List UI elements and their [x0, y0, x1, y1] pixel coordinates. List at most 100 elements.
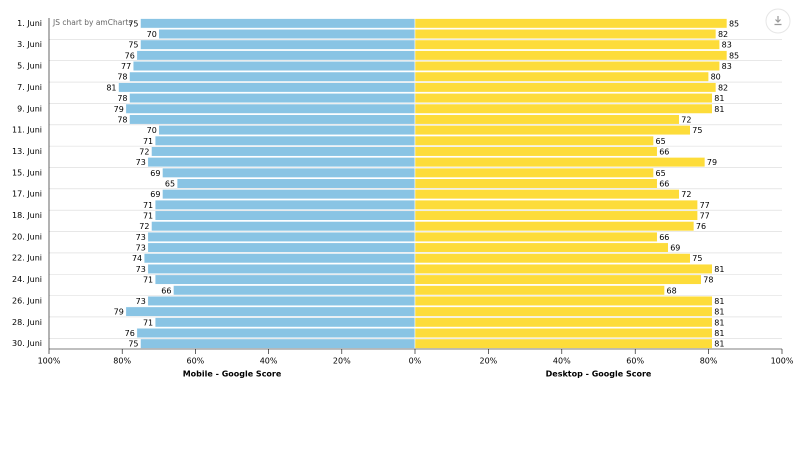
data-label: 69 [150, 169, 160, 178]
data-label: 79 [707, 158, 717, 167]
bar [158, 125, 416, 136]
data-label: 75 [128, 41, 138, 50]
x-tick-label: 80% [113, 357, 131, 366]
data-label: 85 [729, 51, 739, 60]
bar [414, 317, 713, 328]
bar [414, 231, 658, 242]
bar [414, 295, 713, 306]
axis-title: Desktop - Google Score [546, 370, 652, 379]
y-tick-label: 17. Juni [12, 190, 42, 199]
data-label: 71 [143, 318, 153, 327]
y-tick-label: 18. Juni [12, 211, 42, 220]
bar [136, 327, 416, 338]
bar [414, 285, 665, 296]
x-tick-label: 60% [626, 357, 644, 366]
bar [414, 18, 728, 29]
bar [414, 50, 728, 61]
bar [147, 295, 416, 306]
data-label: 76 [125, 51, 135, 60]
bar [414, 146, 658, 157]
bar [154, 274, 416, 285]
bar [414, 82, 717, 93]
download-icon[interactable] [774, 16, 782, 26]
y-tick-label: 5. Juni [17, 62, 42, 71]
bar [151, 146, 416, 157]
data-label: 82 [718, 30, 728, 39]
bar [118, 82, 416, 93]
bar [129, 93, 416, 104]
data-label: 78 [117, 115, 127, 124]
bar [147, 263, 416, 274]
data-label: 71 [143, 276, 153, 285]
data-label: 71 [143, 137, 153, 146]
bar [147, 157, 416, 168]
axis-title: Mobile - Google Score [183, 370, 282, 379]
y-tick-label: 26. Juni [12, 296, 42, 305]
data-label: 80 [711, 73, 721, 82]
bar [414, 274, 702, 285]
x-tick-label: 40% [260, 357, 278, 366]
x-tick-label: 100% [771, 357, 794, 366]
bar [147, 231, 416, 242]
data-label: 68 [667, 286, 677, 295]
data-label: 81 [714, 308, 724, 317]
x-tick-label: 80% [700, 357, 718, 366]
bar [414, 167, 654, 178]
data-label: 72 [681, 115, 691, 124]
y-tick-label: 30. Juni [12, 339, 42, 348]
x-tick-label: 40% [553, 357, 571, 366]
data-label: 65 [165, 180, 175, 189]
bar [414, 327, 713, 338]
bar [162, 189, 416, 200]
x-tick-label: 20% [333, 357, 351, 366]
bar [414, 157, 706, 168]
data-label: 81 [714, 297, 724, 306]
y-tick-label: 9. Juni [17, 104, 42, 113]
data-label: 81 [714, 105, 724, 114]
bar [125, 103, 416, 114]
bar [129, 114, 416, 125]
data-label: 77 [700, 212, 710, 221]
bar [158, 29, 416, 40]
bar [414, 253, 691, 264]
bar [154, 199, 416, 210]
data-label: 81 [106, 83, 116, 92]
data-label: 75 [692, 254, 702, 263]
bar [140, 39, 416, 50]
bar [414, 221, 695, 232]
bar [414, 103, 713, 114]
bar [162, 167, 416, 178]
y-tick-label: 28. Juni [12, 318, 42, 327]
data-label: 81 [714, 340, 724, 349]
data-label: 81 [714, 329, 724, 338]
bar [414, 125, 691, 136]
data-label: 69 [670, 244, 680, 253]
data-label: 75 [128, 340, 138, 349]
download-button[interactable] [765, 8, 791, 34]
data-label: 77 [700, 201, 710, 210]
data-label: 66 [161, 286, 171, 295]
data-label: 83 [722, 41, 732, 50]
bar [414, 210, 698, 221]
data-label: 83 [722, 62, 732, 71]
y-tick-label: 22. Juni [12, 254, 42, 263]
data-label: 69 [150, 190, 160, 199]
bar [414, 199, 698, 210]
data-label: 72 [681, 190, 691, 199]
watermark: JS chart by amCharts [52, 18, 132, 27]
y-tick-label: 20. Juni [12, 232, 42, 241]
bar [154, 135, 416, 146]
bar [140, 18, 416, 29]
bar [125, 306, 416, 317]
data-label: 73 [136, 158, 146, 167]
bar [414, 71, 709, 82]
data-label: 82 [718, 83, 728, 92]
data-label: 66 [659, 233, 669, 242]
data-label: 85 [729, 19, 739, 28]
data-label: 66 [659, 147, 669, 156]
data-label: 70 [147, 126, 157, 135]
data-label: 66 [659, 180, 669, 189]
data-label: 65 [656, 169, 666, 178]
